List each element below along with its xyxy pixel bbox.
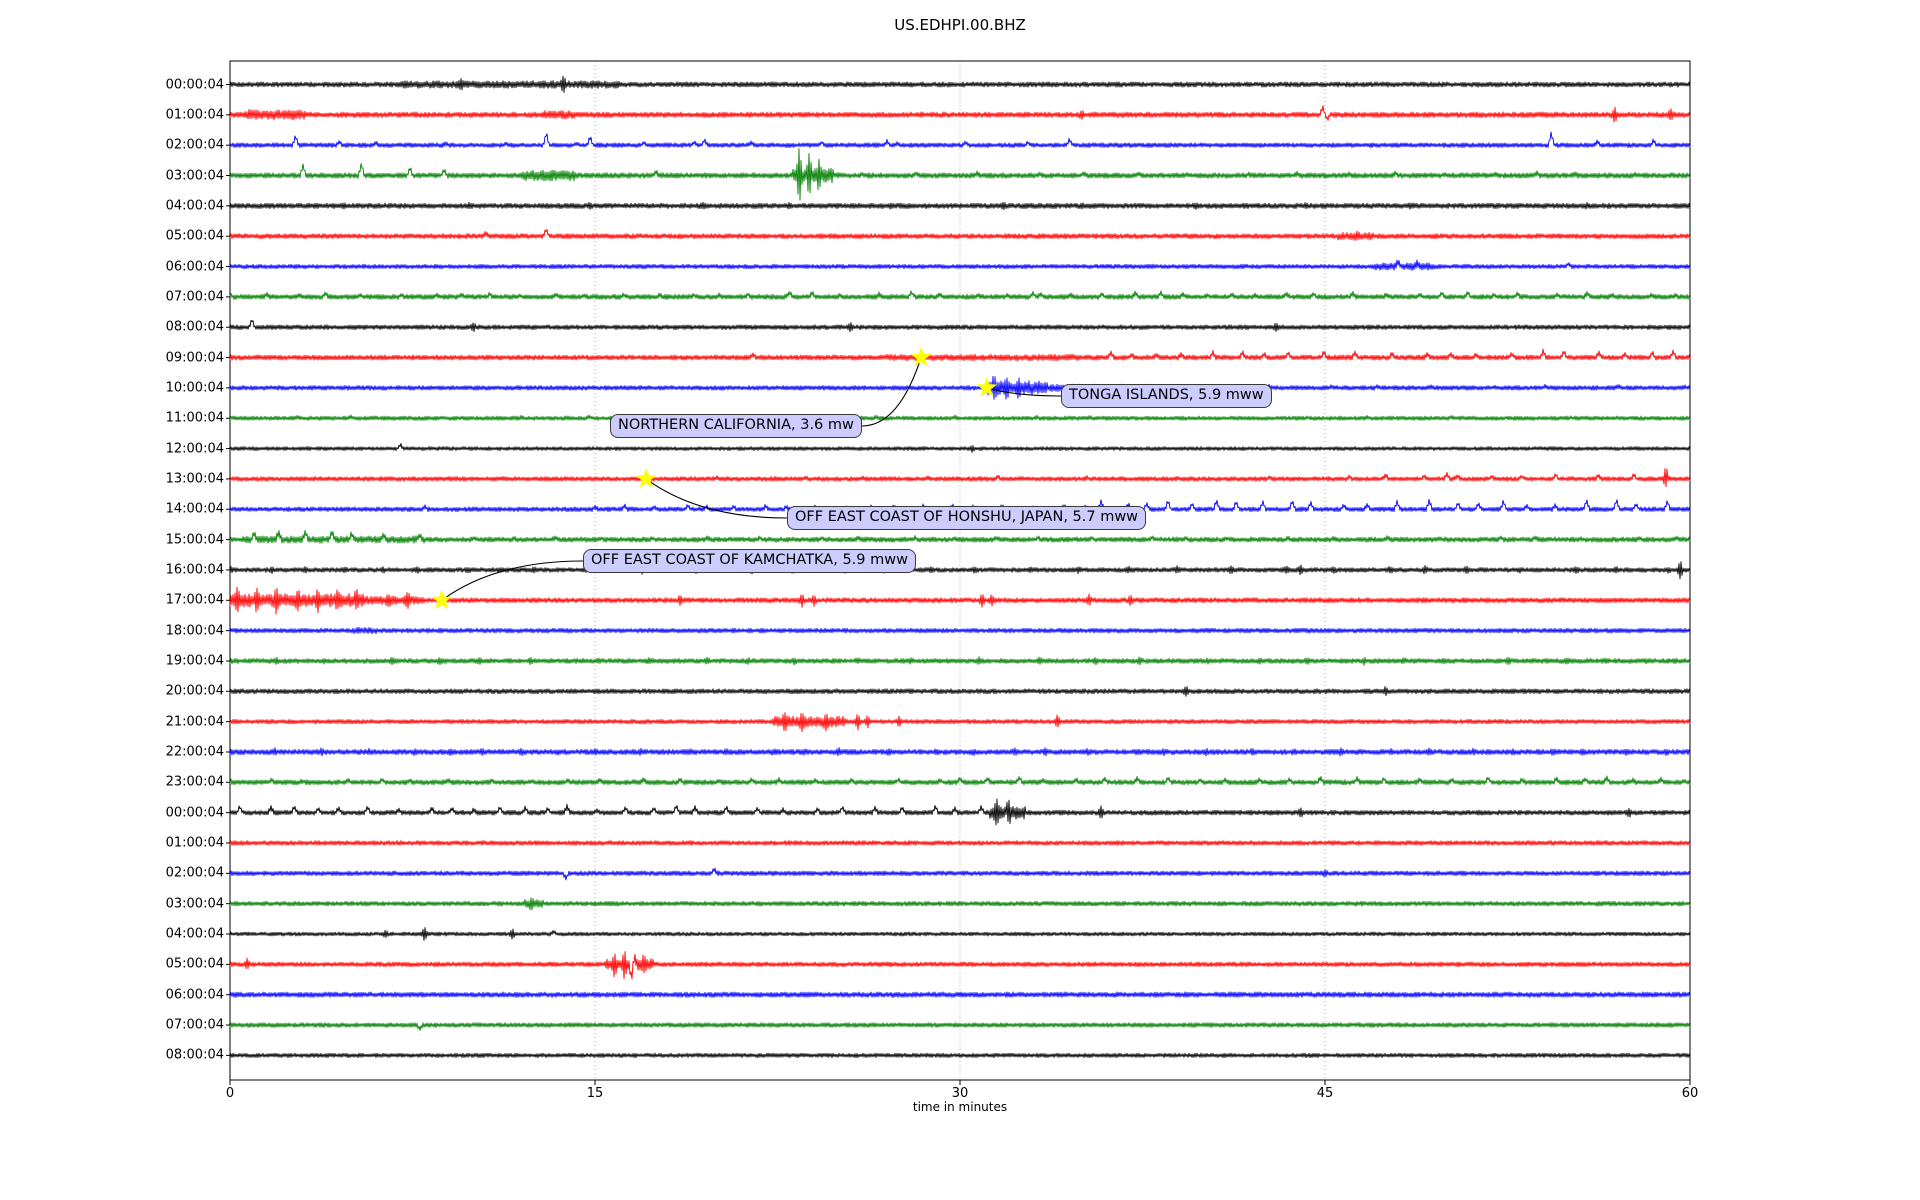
x-axis-label: time in minutes [912,1100,1008,1114]
y-tick-label: 04:00:04 [165,926,224,942]
trace-row [229,348,1691,362]
trace-row [229,259,1691,271]
y-tick-label: 03:00:04 [165,896,224,912]
trace-row [229,443,1691,453]
y-tick-label: 08:00:04 [165,319,224,335]
trace-row [229,991,1691,998]
x-tick-label: 0 [225,1086,235,1101]
y-tick-label: 04:00:04 [165,198,224,214]
y-tick-label: 05:00:04 [165,228,224,244]
trace-row [229,75,1691,93]
y-tick-label: 18:00:04 [165,623,224,639]
y-tick-label: 21:00:04 [165,714,224,730]
trace-row [229,319,1691,333]
trace-row [229,290,1691,300]
y-tick-label: 22:00:04 [165,744,224,760]
event-star-icon [910,346,932,367]
trace-row [229,105,1691,123]
event-annotation: OFF EAST COAST OF HONSHU, JAPAN, 5.7 mww [787,506,1147,531]
trace-row [229,201,1691,211]
trace-row [229,375,1691,400]
chart-title: US.EDHPI.00.BHZ [894,16,1026,34]
trace-row [229,747,1691,757]
x-tick-label: 45 [1316,1086,1334,1101]
trace-row [229,951,1691,980]
y-tick-label: 16:00:04 [165,562,224,578]
trace-row [229,798,1691,826]
y-tick-label: 02:00:04 [165,137,224,153]
event-annotation: TONGA ISLANDS, 5.9 mww [1061,384,1272,409]
trace-row [229,561,1691,580]
trace-row [229,228,1691,241]
event-star-icon [635,467,657,488]
y-tick-label: 03:00:04 [165,168,224,184]
trace-row [229,148,1691,201]
trace-row [229,867,1691,881]
y-tick-label: 13:00:04 [165,471,224,487]
y-tick-label: 01:00:04 [165,835,224,851]
y-tick-label: 11:00:04 [165,410,224,426]
y-tick-label: 01:00:04 [165,107,224,123]
trace-row [229,131,1691,149]
y-tick-label: 09:00:04 [165,350,224,366]
x-tick-label: 15 [586,1086,604,1101]
y-tick-label: 00:00:04 [165,77,224,92]
x-tick-label: 30 [951,1086,969,1101]
trace-row [229,1052,1691,1059]
trace-row [229,656,1691,666]
trace-row [229,712,1691,733]
trace-row [229,529,1691,544]
y-tick-label: 14:00:04 [165,501,224,517]
y-tick-label: 05:00:04 [165,956,224,972]
trace-row [229,626,1691,635]
y-tick-label: 02:00:04 [165,865,224,881]
y-tick-label: 06:00:04 [165,987,224,1003]
annotation-connector [861,357,922,427]
trace-row [229,1022,1691,1031]
trace-row [229,897,1691,911]
trace-row [229,586,1691,615]
y-tick-label: 08:00:04 [165,1047,224,1063]
y-tick-label: 07:00:04 [165,1017,224,1033]
y-tick-label: 23:00:04 [165,774,224,790]
event-star-icon [976,376,998,397]
y-tick-label: 07:00:04 [165,289,224,305]
trace-row [229,840,1691,846]
trace-row [229,927,1691,941]
event-annotation: NORTHERN CALIFORNIA, 3.6 mw [610,414,862,439]
y-tick-label: 00:00:04 [165,805,224,821]
trace-row [229,468,1691,488]
event-annotation: OFF EAST COAST OF KAMCHATKA, 5.9 mww [583,549,916,574]
annotation-connector [645,478,788,519]
annotation-connector [441,560,584,601]
y-tick-label: 12:00:04 [165,441,224,457]
y-tick-label: 19:00:04 [165,653,224,669]
annotation-connector [986,387,1062,397]
trace-row [229,686,1691,697]
x-tick-label: 60 [1681,1086,1699,1101]
y-tick-label: 17:00:04 [165,592,224,608]
y-tick-label: 10:00:04 [165,380,224,396]
trace-row [229,414,1691,421]
event-star-icon [431,589,453,610]
y-tick-label: 06:00:04 [165,259,224,275]
y-tick-label: 15:00:04 [165,532,224,548]
y-tick-label: 20:00:04 [165,683,224,699]
trace-row [229,775,1691,786]
